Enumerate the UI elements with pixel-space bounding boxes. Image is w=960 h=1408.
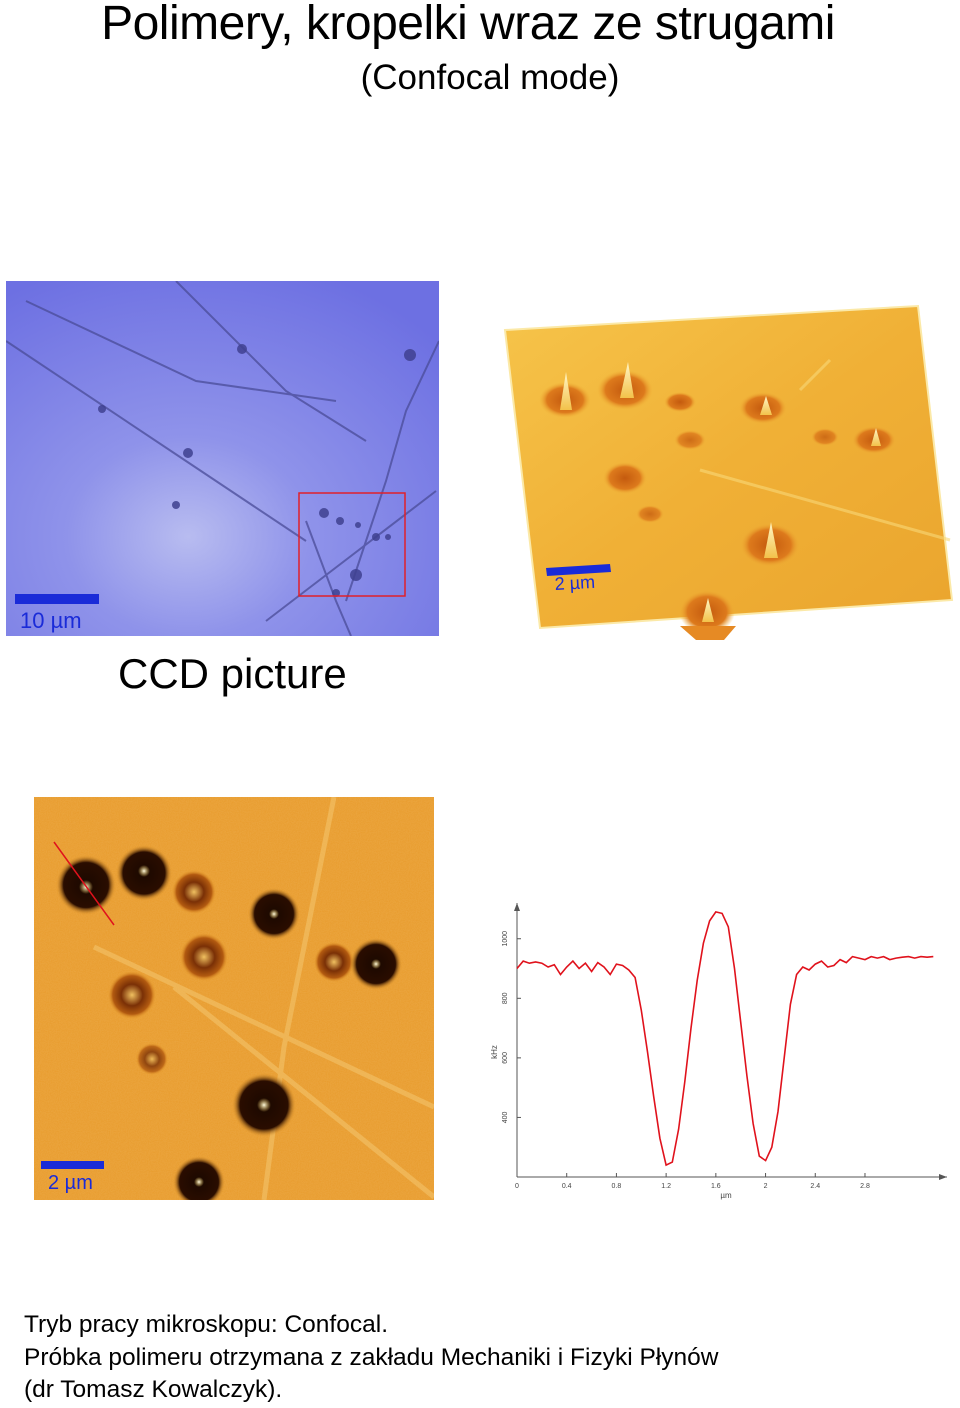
ccd-scale-label: 10 µm [20, 608, 82, 633]
page-title: Polimery, kropelki wraz ze strugami [101, 0, 835, 50]
confocal-scale-label: 2 µm [48, 1172, 93, 1194]
y-tick-label: 600 [502, 1052, 509, 1064]
confocal-image: 2 µm [34, 797, 434, 1200]
y-axis-arrow [514, 903, 520, 911]
footer-line-3: (dr Tomasz Kowalczyk). [24, 1376, 283, 1403]
ccd-image: 10 µm [6, 281, 439, 636]
x-tick-label: 0 [515, 1183, 519, 1190]
topo-scale-label: 2 µm [554, 572, 595, 594]
y-axis-label: kHz [490, 1045, 499, 1059]
x-tick-label: 0.8 [612, 1183, 622, 1190]
x-tick-label: 2.4 [810, 1183, 820, 1190]
page-subtitle: (Confocal mode) [360, 58, 620, 97]
x-tick-label: 1.6 [711, 1183, 721, 1190]
intensity-profile-chart: 0 0.4 0.8 1.2 1.6 2 2.4 2.8 400 600 800 1000 kHz µm [490, 903, 947, 1200]
x-axis-label: µm [720, 1191, 732, 1200]
ccd-caption: CCD picture [118, 650, 347, 697]
y-tick-label: 800 [502, 992, 509, 1004]
footer-line-2: Próbka polimeru otrzymana z zakładu Mech… [24, 1344, 719, 1371]
profile-series-line [516, 910, 934, 1167]
x-tick-label: 2.8 [860, 1183, 870, 1190]
x-tick-label: 1.2 [661, 1183, 671, 1190]
footer-line-1: Tryb pracy mikroskopu: Confocal. [24, 1311, 388, 1338]
x-tick-label: 2 [764, 1183, 768, 1190]
y-tick-label: 1000 [502, 931, 509, 947]
x-axis-arrow [939, 1174, 947, 1180]
topography-3d-image: 2 µm [503, 304, 954, 640]
y-tick-label: 400 [502, 1111, 509, 1123]
x-tick-label: 0.4 [562, 1183, 572, 1190]
